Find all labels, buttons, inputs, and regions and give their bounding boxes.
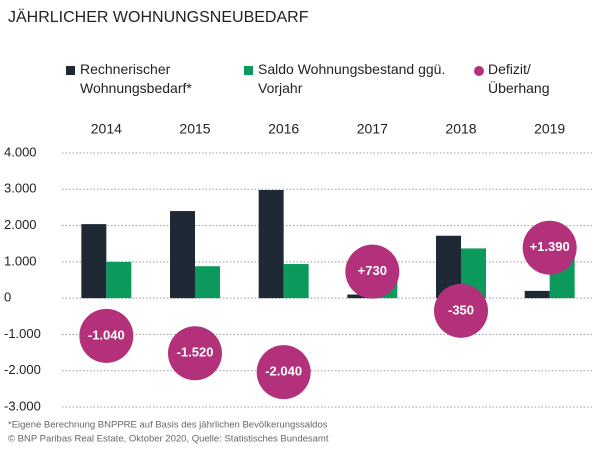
bar: [195, 266, 220, 299]
x-tick-label: 2017: [357, 121, 388, 137]
bar: [283, 264, 309, 299]
y-tick-label: 0: [4, 290, 11, 305]
data-label: +730: [358, 263, 387, 278]
bubble: [345, 244, 400, 299]
bar: [347, 294, 373, 299]
footnote: *Eigene Berechnung BNPPRE auf Basis des …: [8, 420, 328, 431]
data-label: -350: [448, 302, 474, 317]
y-tick-label: 2.000: [4, 217, 37, 232]
bar: [106, 261, 132, 299]
y-tick-label: -2.000: [4, 362, 41, 377]
data-label: +1.390: [530, 239, 570, 254]
bar: [170, 211, 195, 299]
bar: [258, 190, 284, 299]
y-tick-label: -3.000: [4, 398, 41, 413]
x-tick-label: 2015: [179, 121, 210, 137]
legend-swatch: [474, 66, 484, 76]
legend-swatch: [244, 66, 253, 75]
x-tick-label: 2014: [91, 121, 122, 137]
bar: [81, 224, 107, 299]
legend-label: Defizit/ Überhang: [488, 61, 550, 96]
chart-title: JÄHRLICHER WOHNUNGSNEUBEDARF: [8, 8, 309, 26]
y-tick-label: 3.000: [4, 181, 37, 196]
legend-item: Rechnerischer Wohnungsbedarf*: [66, 60, 230, 98]
legend-label: Saldo Wohnungsbestand ggü. Vorjahr: [258, 61, 446, 96]
legend-item: Saldo Wohnungsbestand ggü. Vorjahr: [244, 60, 448, 98]
x-tick-label: 2016: [268, 121, 299, 137]
data-label: -1.040: [88, 327, 125, 342]
legend-swatch: [66, 66, 75, 75]
x-tick-label: 2018: [445, 121, 476, 137]
bubble: [434, 283, 488, 338]
bubble: [79, 308, 134, 363]
y-tick-label: 4.000: [4, 144, 37, 159]
data-label: -2.040: [265, 364, 302, 379]
x-tick-label: 2019: [534, 121, 565, 137]
legend-item: Defizit/ Überhang: [474, 60, 578, 98]
bubble: [522, 220, 577, 275]
data-label: -1.520: [177, 345, 214, 360]
legend-label: Rechnerischer Wohnungsbedarf*: [80, 61, 192, 96]
bubble: [256, 345, 311, 400]
y-tick-label: -1.000: [4, 326, 41, 341]
footnote: © BNP Paribas Real Estate, Oktober 2020,…: [8, 434, 329, 445]
bubble: [168, 326, 222, 381]
bar: [524, 290, 550, 299]
y-tick-label: 1.000: [4, 253, 37, 268]
